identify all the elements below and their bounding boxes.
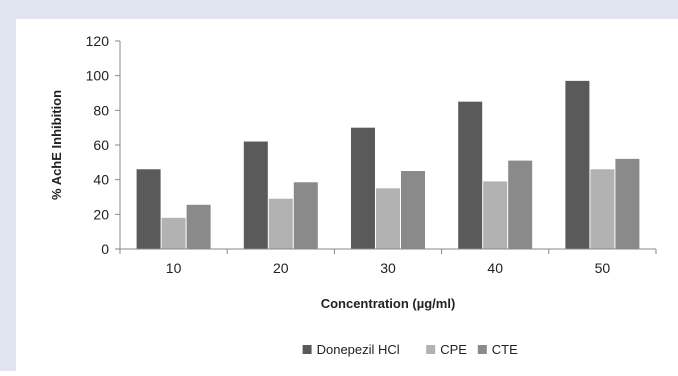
bar-donepezil-hcl-20 [243, 141, 268, 249]
y-tick-label: 60 [93, 137, 109, 153]
legend-label: CPE [440, 342, 467, 357]
bar-donepezil-hcl-50 [565, 80, 590, 249]
frame-border-left [0, 0, 16, 371]
x-axis-ticks: 10 20 30 40 50 [119, 249, 657, 276]
y-axis-ticks: 0 20 40 60 80 100 120 [86, 33, 120, 257]
bars [136, 80, 640, 250]
y-tick-label: 100 [86, 68, 110, 84]
legend-swatch [302, 345, 312, 354]
bar-cpe-20 [268, 198, 293, 249]
x-tick-label: 20 [273, 260, 289, 276]
chart-panel: 0 20 40 60 80 100 120 10 20 30 40 50 % AchE Inhibi… [16, 19, 678, 371]
bar-donepezil-hcl-40 [458, 101, 483, 250]
frame-border-top [0, 0, 678, 19]
bar-cte-20 [293, 182, 318, 249]
bar-cpe-10 [161, 217, 186, 249]
y-tick-label: 120 [86, 33, 110, 49]
bar-cte-40 [508, 160, 533, 249]
bar-donepezil-hcl-30 [351, 127, 375, 249]
legend-swatch [426, 345, 436, 354]
legend-swatch [477, 345, 487, 354]
legend: Donepezil HCl CPE CTE [302, 342, 518, 357]
y-tick-label: 40 [93, 172, 109, 188]
x-axis-label: Concentration (µg/ml) [321, 296, 456, 311]
x-tick-label: 30 [380, 260, 396, 276]
bar-donepezil-hcl-10 [136, 169, 161, 249]
bar-cpe-40 [483, 181, 508, 249]
bar-cpe-30 [376, 188, 400, 249]
y-tick-label: 80 [93, 102, 109, 118]
bar-cte-30 [401, 171, 425, 249]
bar-cpe-50 [590, 169, 615, 249]
y-tick-label: 0 [101, 241, 109, 257]
bar-chart: 0 20 40 60 80 100 120 10 20 30 40 50 % AchE Inhibi… [49, 33, 657, 357]
x-tick-label: 40 [487, 260, 503, 276]
x-tick-label: 10 [166, 260, 182, 276]
x-tick-label: 50 [595, 260, 611, 276]
y-tick-label: 20 [93, 206, 109, 222]
bar-cte-50 [615, 158, 640, 249]
legend-label: Donepezil HCl [317, 342, 400, 357]
y-axis-label: % AchE Inhibition [49, 90, 64, 200]
bar-cte-10 [186, 204, 211, 249]
legend-label: CTE [492, 342, 518, 357]
